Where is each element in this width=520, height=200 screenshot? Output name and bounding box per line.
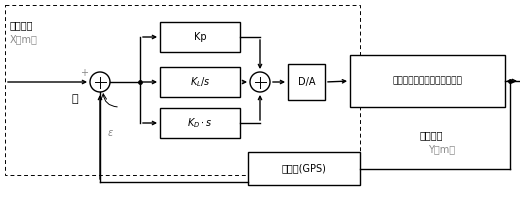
Text: 目標位置: 目標位置 <box>10 20 33 30</box>
Text: ε: ε <box>108 128 113 138</box>
Text: －: － <box>72 94 79 104</box>
Text: $K_D \cdot s$: $K_D \cdot s$ <box>187 116 213 130</box>
Bar <box>350 55 505 107</box>
Text: +: + <box>80 68 88 78</box>
Text: 車の位置: 車の位置 <box>420 130 444 140</box>
Bar <box>160 22 240 52</box>
Text: Y（m）: Y（m） <box>428 144 455 154</box>
Text: D/A: D/A <box>298 77 315 87</box>
Bar <box>160 108 240 138</box>
Bar <box>248 152 360 185</box>
Text: $K_L/s$: $K_L/s$ <box>190 75 210 89</box>
Text: Kp: Kp <box>193 32 206 42</box>
Text: ステアリングモータドライバ: ステアリングモータドライバ <box>393 76 462 86</box>
Bar <box>5 5 360 175</box>
Bar <box>160 67 240 97</box>
Bar <box>288 64 325 100</box>
Text: 検出部(GPS): 検出部(GPS) <box>281 164 327 173</box>
Text: X（m）: X（m） <box>10 34 38 44</box>
